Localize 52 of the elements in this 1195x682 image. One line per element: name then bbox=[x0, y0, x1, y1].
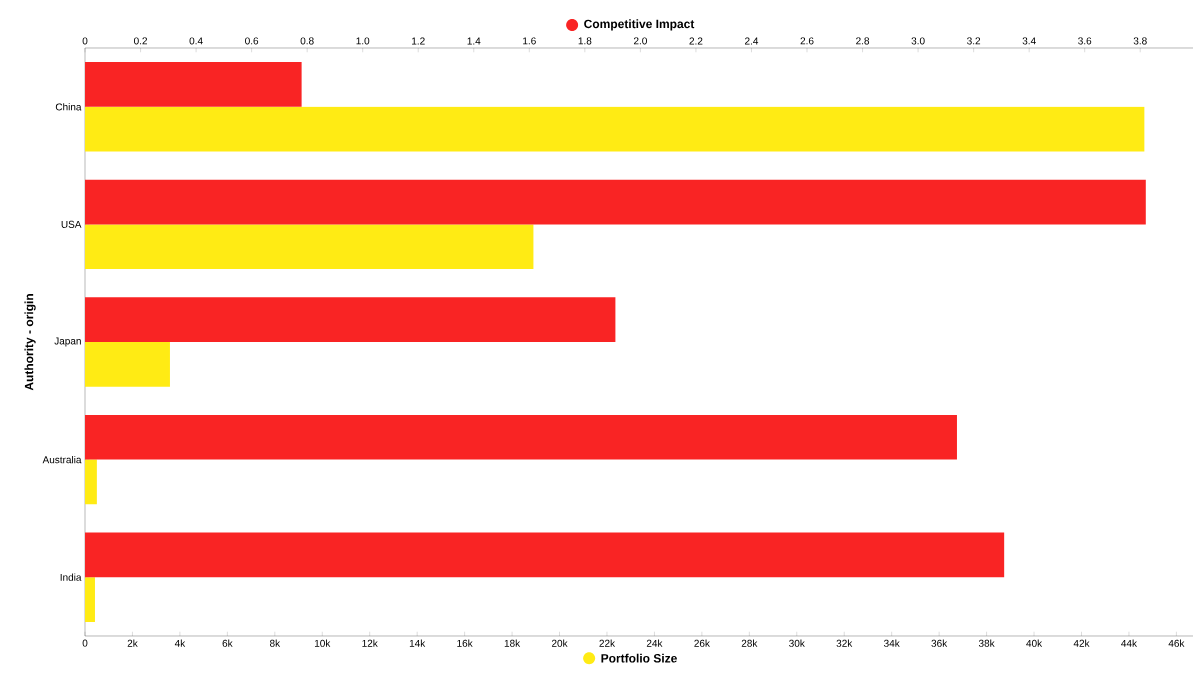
x2-tick-label: 0 bbox=[82, 37, 88, 45]
x2-tick-label: 3.6 bbox=[1078, 37, 1092, 45]
x-axis-title: Portfolio Size bbox=[601, 653, 677, 663]
x-tick-label: 42k bbox=[1073, 639, 1090, 647]
y-tick-label: Japan bbox=[54, 337, 81, 347]
x-tick-label: 22k bbox=[599, 639, 616, 647]
x2-tick-label: 2.2 bbox=[689, 37, 703, 45]
x-tick-label: 4k bbox=[174, 639, 186, 647]
x2-tick-label: 3.8 bbox=[1133, 37, 1147, 45]
x-tick-label: 8k bbox=[269, 639, 281, 647]
x2-tick-label: 0.6 bbox=[245, 37, 259, 45]
x2-tick-label: 1.8 bbox=[578, 37, 592, 45]
x-tick-label: 0 bbox=[82, 639, 88, 647]
x2-tick-label: 2.4 bbox=[745, 37, 759, 45]
x-tick-label: 16k bbox=[457, 639, 473, 647]
y-tick-label: India bbox=[60, 573, 82, 581]
x-tick-label: 40k bbox=[1026, 639, 1043, 647]
x-tick-label: 44k bbox=[1121, 639, 1138, 647]
y-axis-title: Authority - origin bbox=[24, 294, 36, 391]
x-tick-label: 20k bbox=[551, 639, 568, 647]
x-tick-label: 14k bbox=[409, 639, 426, 647]
x-tick-label: 38k bbox=[978, 639, 995, 647]
x2-axis-title: Competitive Impact bbox=[584, 19, 695, 31]
x-tick-label: 30k bbox=[789, 639, 805, 647]
x-tick-label: 32k bbox=[836, 639, 853, 647]
x-tick-label: 12k bbox=[362, 639, 378, 647]
x-tick-label: 28k bbox=[741, 639, 758, 647]
x-tick-label: 6k bbox=[222, 639, 233, 647]
x2-tick-label: 1.0 bbox=[356, 37, 370, 45]
x2-tick-label: 1.6 bbox=[523, 37, 536, 45]
x2-tick-label: 2.8 bbox=[856, 37, 870, 45]
x-tick-label: 24k bbox=[646, 639, 663, 647]
x-tick-label: 36k bbox=[931, 639, 948, 647]
y-tick-label: USA bbox=[61, 220, 82, 228]
x2-tick-label: 0.8 bbox=[300, 37, 314, 45]
x2-tick-label: 0.4 bbox=[189, 37, 203, 45]
x2-tick-label: 3.2 bbox=[967, 37, 981, 45]
x-tick-label: 34k bbox=[884, 639, 900, 647]
x2-tick-label: 2.0 bbox=[633, 37, 647, 45]
x-tick-label: 26k bbox=[694, 639, 710, 647]
x-tick-label: 18k bbox=[504, 639, 521, 647]
x2-tick-label: 1.4 bbox=[467, 37, 481, 45]
x-tick-label: 2k bbox=[127, 639, 138, 647]
x2-tick-label: 3.4 bbox=[1022, 37, 1036, 45]
x-tick-label: 10k bbox=[314, 639, 331, 647]
x-tick-label: 46k bbox=[1168, 639, 1185, 647]
y-tick-label: Australia bbox=[42, 455, 82, 464]
x2-tick-label: 3.0 bbox=[911, 37, 925, 45]
x2-tick-label: 2.6 bbox=[800, 37, 814, 45]
x2-tick-label: 0.2 bbox=[133, 37, 147, 45]
x2-tick-label: 1.2 bbox=[412, 37, 425, 45]
y-tick-label: China bbox=[55, 103, 82, 111]
